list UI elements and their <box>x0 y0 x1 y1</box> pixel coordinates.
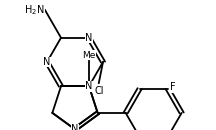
Text: H$_2$N: H$_2$N <box>24 3 45 17</box>
Text: N: N <box>85 33 93 43</box>
Text: F: F <box>170 82 175 92</box>
Text: N: N <box>71 124 79 130</box>
Text: N: N <box>85 81 93 91</box>
Text: N: N <box>43 57 51 67</box>
Text: Cl: Cl <box>94 86 103 96</box>
Text: Me: Me <box>82 51 96 60</box>
